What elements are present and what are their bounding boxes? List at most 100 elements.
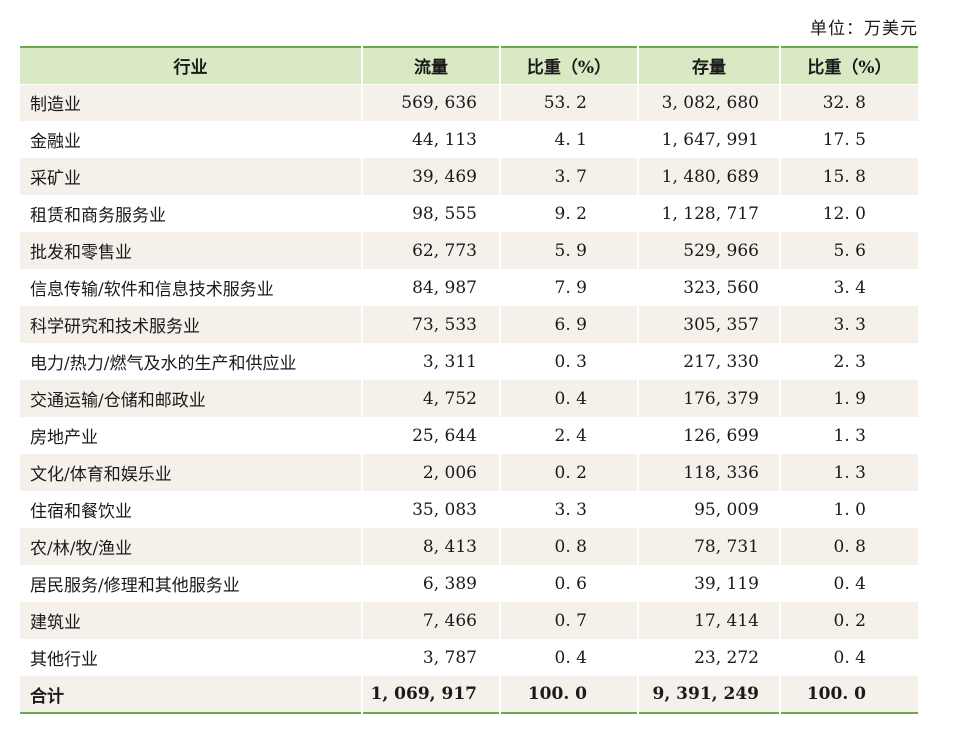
unit-label: 单位：万美元 (810, 19, 918, 39)
cell-stock-pct: 0. 4 (833, 647, 866, 668)
cell-flow-pct: 0. 4 (500, 380, 639, 417)
cell-flow: 98, 555 (362, 195, 501, 232)
cell-flow: 84, 987 (362, 269, 501, 306)
cell-stock-pct: 1. 9 (833, 388, 866, 409)
cell-flow: 569, 636 (362, 84, 501, 121)
cell-flow-pct: 9. 2 (500, 195, 639, 232)
cell-industry: 住宿和餐饮业 (20, 491, 363, 528)
table-row: 房地产业 25, 644 2. 4 126, 699 1. 3 (20, 417, 918, 454)
cell-stock: 118, 336 (638, 454, 781, 491)
cell-stock: 126, 699 (638, 417, 781, 454)
cell-industry: 批发和零售业 (20, 232, 363, 269)
cell-flow: 39, 469 (362, 158, 501, 195)
table-row: 农/林/牧/渔业 8, 413 0. 8 78, 731 0. 8 (20, 528, 918, 565)
cell-industry: 交通运输/仓储和邮政业 (20, 380, 363, 417)
total-flow: 1, 069, 917 (362, 676, 501, 713)
cell-flow: 3, 311 (362, 343, 501, 380)
total-stock-pct: 100. 0 (806, 684, 866, 704)
cell-stock: 78, 731 (638, 528, 781, 565)
cell-flow-pct: 5. 9 (500, 232, 639, 269)
cell-stock-pct: 32. 8 (822, 92, 866, 113)
cell-flow-pct: 7. 9 (500, 269, 639, 306)
cell-stock-pct: 1. 3 (833, 462, 866, 483)
cell-industry: 房地产业 (20, 417, 363, 454)
table-row: 居民服务/修理和其他服务业 6, 389 0. 6 39, 119 0. 4 (20, 565, 918, 602)
total-stock: 9, 391, 249 (638, 676, 781, 713)
cell-stock: 95, 009 (638, 491, 781, 528)
cell-industry: 居民服务/修理和其他服务业 (20, 565, 363, 602)
cell-stock-pct: 15. 8 (822, 166, 866, 187)
header-industry: 行业 (20, 46, 363, 85)
cell-flow: 7, 466 (362, 602, 501, 639)
cell-flow: 3, 787 (362, 639, 501, 676)
table-row: 制造业 569, 636 53. 2 3, 082, 680 32. 8 (20, 84, 918, 121)
table-row: 其他行业 3, 787 0. 4 23, 272 0. 4 (20, 639, 918, 676)
cell-flow-pct: 2. 4 (500, 417, 639, 454)
cell-stock: 3, 082, 680 (638, 84, 781, 121)
cell-flow-pct: 4. 1 (500, 121, 639, 158)
total-row: 合计 1, 069, 917 100. 0 9, 391, 249 100. 0 (20, 676, 918, 713)
header-stock: 存量 (638, 46, 781, 85)
table-row: 电力/热力/燃气及水的生产和供应业 3, 311 0. 3 217, 330 2… (20, 343, 918, 380)
cell-stock-pct: 0. 4 (833, 573, 866, 594)
cell-stock: 529, 966 (638, 232, 781, 269)
cell-flow-pct: 3. 7 (500, 158, 639, 195)
table-row: 采矿业 39, 469 3. 7 1, 480, 689 15. 8 (20, 158, 918, 195)
cell-industry: 信息传输/软件和信息技术服务业 (20, 269, 363, 306)
cell-flow: 4, 752 (362, 380, 501, 417)
cell-industry: 建筑业 (20, 602, 363, 639)
cell-flow: 35, 083 (362, 491, 501, 528)
table-row: 租赁和商务服务业 98, 555 9. 2 1, 128, 717 12. 0 (20, 195, 918, 232)
cell-industry: 采矿业 (20, 158, 363, 195)
cell-stock-pct: 3. 3 (833, 314, 866, 335)
cell-flow-pct: 3. 3 (500, 491, 639, 528)
cell-stock: 23, 272 (638, 639, 781, 676)
cell-stock: 323, 560 (638, 269, 781, 306)
table-row: 科学研究和技术服务业 73, 533 6. 9 305, 357 3. 3 (20, 306, 918, 343)
table-row: 信息传输/软件和信息技术服务业 84, 987 7. 9 323, 560 3.… (20, 269, 918, 306)
cell-flow: 73, 533 (362, 306, 501, 343)
cell-stock-pct: 3. 4 (833, 277, 866, 298)
cell-flow-pct: 6. 9 (500, 306, 639, 343)
cell-industry: 租赁和商务服务业 (20, 195, 363, 232)
cell-stock: 1, 480, 689 (638, 158, 781, 195)
cell-flow: 2, 006 (362, 454, 501, 491)
cell-stock-pct: 17. 5 (822, 129, 866, 150)
cell-flow-pct: 0. 8 (500, 528, 639, 565)
header-stock-pct: 比重（%） (780, 46, 918, 85)
cell-stock: 39, 119 (638, 565, 781, 602)
cell-industry: 电力/热力/燃气及水的生产和供应业 (20, 343, 363, 380)
cell-stock-pct: 2. 3 (833, 351, 866, 372)
total-label: 合计 (20, 676, 363, 713)
table-row: 批发和零售业 62, 773 5. 9 529, 966 5. 6 (20, 232, 918, 269)
cell-flow: 6, 389 (362, 565, 501, 602)
cell-stock-pct: 0. 2 (833, 610, 866, 631)
table-row: 金融业 44, 113 4. 1 1, 647, 991 17. 5 (20, 121, 918, 158)
cell-flow-pct: 0. 6 (500, 565, 639, 602)
cell-industry: 科学研究和技术服务业 (20, 306, 363, 343)
table-row: 住宿和餐饮业 35, 083 3. 3 95, 009 1. 0 (20, 491, 918, 528)
cell-stock: 1, 647, 991 (638, 121, 781, 158)
cell-flow-pct: 0. 4 (500, 639, 639, 676)
cell-flow: 44, 113 (362, 121, 501, 158)
cell-stock-pct: 5. 6 (833, 240, 866, 261)
cell-stock: 217, 330 (638, 343, 781, 380)
cell-stock: 176, 379 (638, 380, 781, 417)
industry-investment-table: 行业 流量 比重（%） 存量 比重（%） 制造业 569, 636 53. 2 … (20, 46, 918, 714)
table-header-row: 行业 流量 比重（%） 存量 比重（%） (20, 46, 918, 85)
cell-industry: 文化/体育和娱乐业 (20, 454, 363, 491)
cell-stock: 17, 414 (638, 602, 781, 639)
cell-flow-pct: 0. 2 (500, 454, 639, 491)
cell-flow: 25, 644 (362, 417, 501, 454)
table-row: 文化/体育和娱乐业 2, 006 0. 2 118, 336 1. 3 (20, 454, 918, 491)
table-row: 建筑业 7, 466 0. 7 17, 414 0. 2 (20, 602, 918, 639)
total-flow-pct: 100. 0 (500, 676, 639, 713)
cell-industry: 制造业 (20, 84, 363, 121)
cell-stock: 1, 128, 717 (638, 195, 781, 232)
cell-flow: 62, 773 (362, 232, 501, 269)
cell-industry: 金融业 (20, 121, 363, 158)
cell-stock-pct: 1. 0 (833, 499, 866, 520)
header-flow: 流量 (362, 46, 501, 85)
cell-flow-pct: 0. 7 (500, 602, 639, 639)
cell-industry: 农/林/牧/渔业 (20, 528, 363, 565)
